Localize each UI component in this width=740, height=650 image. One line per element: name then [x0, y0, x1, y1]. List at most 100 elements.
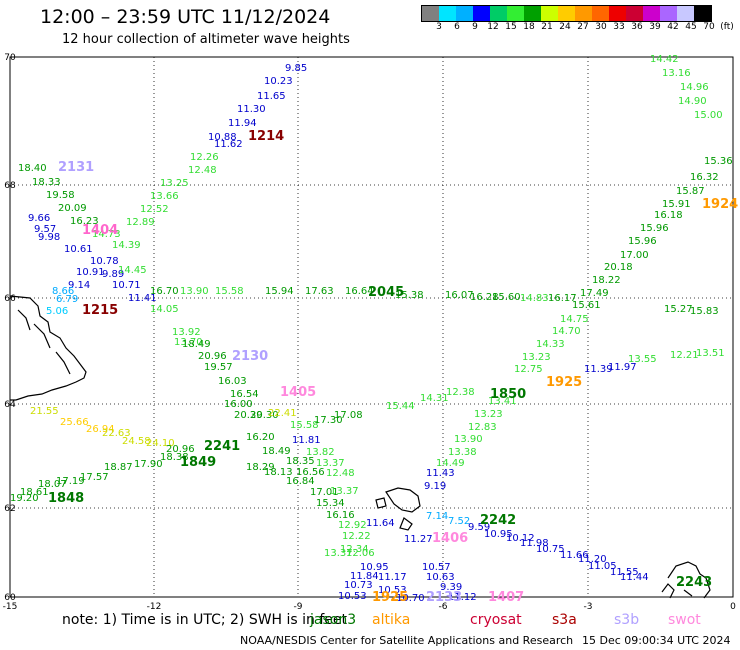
wave-height-label: 9.98	[38, 232, 60, 243]
wave-height-label: 15.34	[316, 498, 345, 509]
wave-height-label: 11.12	[448, 592, 477, 603]
wave-height-label: 11.62	[214, 139, 243, 150]
wave-height-label: 16.84	[286, 476, 315, 487]
legend-label: (ft)	[720, 22, 734, 32]
wave-height-label: 13.70	[174, 337, 203, 348]
legend-swatch	[694, 6, 711, 21]
mission-s3b: s3b	[614, 612, 640, 628]
pass-time-label: 2241	[204, 439, 240, 454]
wave-height-label: 17.57	[80, 472, 109, 483]
wave-height-label: 18.40	[18, 163, 47, 174]
pass-time-label: 2243	[676, 575, 712, 590]
wave-height-label: 13.82	[306, 447, 335, 458]
footer-note: note: 1) Time is in UTC; 2) SWH is in fe…	[62, 612, 348, 628]
wave-height-label: 11.94	[228, 118, 257, 129]
wave-height-label: 26.94	[86, 424, 115, 435]
wave-height-label: 13.23	[522, 352, 551, 363]
wave-height-label: 16.07	[445, 290, 474, 301]
wave-height-label: 16.32	[690, 172, 719, 183]
wave-height-label: 9.66	[28, 213, 50, 224]
wave-height-label: 13.23	[474, 409, 503, 420]
wave-height-label: 15.00	[694, 110, 723, 121]
wave-height-label: 17.63	[305, 286, 334, 297]
legend-label: 15	[505, 22, 517, 32]
pass-time-label: 2133	[426, 590, 462, 605]
wave-height-label: 13.90	[180, 286, 209, 297]
mission-altika: altika	[372, 612, 411, 628]
mission-cryosat: cryosat	[470, 612, 522, 628]
wave-height-label: 14.49	[436, 458, 465, 469]
wave-height-label: 14.39	[112, 240, 141, 251]
legend-swatch	[592, 6, 609, 21]
pass-time-label: 1850	[490, 387, 526, 402]
pass-time-label: 1924	[702, 197, 738, 212]
legend-label: 21	[541, 22, 553, 32]
wave-height-label: 11.27	[404, 534, 433, 545]
wave-height-label: 16.17	[548, 293, 577, 304]
legend-label: 70	[703, 22, 715, 32]
wave-height-label: 6.79	[56, 294, 78, 305]
legend-label: 36	[631, 22, 643, 32]
wave-height-label: 18.49	[262, 446, 291, 457]
wave-height-label: 10.57	[422, 562, 451, 573]
pass-time-label: 1404	[82, 223, 118, 238]
wave-height-label: 13.37	[330, 486, 359, 497]
legend-label: 39	[649, 22, 661, 32]
wave-height-label: 24.10	[146, 438, 175, 449]
wave-height-label: 9.14	[68, 280, 90, 291]
wave-height-label: 18.07	[38, 479, 67, 490]
wave-height-label: 13.51	[696, 348, 725, 359]
wave-height-label: 12.06	[346, 548, 375, 559]
wave-height-label: 10.63	[426, 572, 455, 583]
wave-height-label: 10.23	[264, 76, 293, 87]
wave-height-label: 14.75	[560, 314, 589, 325]
pass-time-label: 1214	[248, 129, 284, 144]
wave-height-label: 18.35	[286, 456, 315, 467]
map-gridlines	[10, 57, 733, 597]
wave-height-label: 15.38	[395, 290, 424, 301]
axis-ticks: -15 -12 -9 -6 -3 0 70 68 66 64 62 60	[3, 53, 736, 612]
wave-height-label: 15.83	[690, 306, 719, 317]
wave-height-label: 22.63	[102, 428, 131, 439]
wave-height-label: 14.42	[650, 54, 679, 65]
wave-height-label: 14.96	[680, 82, 709, 93]
wave-height-label: 17.49	[580, 288, 609, 299]
wave-height-label: 15.36	[704, 156, 733, 167]
wave-height-label: 9.57	[34, 224, 56, 235]
mission-swot: swot	[668, 612, 701, 628]
wave-height-label: 7.52	[448, 516, 470, 527]
wave-height-label: 15.60	[492, 292, 521, 303]
legend-label: 24	[559, 22, 571, 32]
wave-height-label: 11.20	[578, 554, 607, 565]
wave-height-label: 16.56	[296, 467, 325, 478]
wave-height-label: 17.19	[56, 476, 85, 487]
faroe-islands	[375, 487, 421, 531]
wave-height-label: 12.26	[190, 152, 219, 163]
wave-height-label: 10.70	[396, 593, 425, 604]
wave-height-label: 15.61	[572, 300, 601, 311]
legend-swatch	[609, 6, 626, 21]
wave-height-label: 19.20	[10, 493, 39, 504]
wave-height-label: 9.59	[468, 522, 490, 533]
wave-height-label: 16.18	[654, 210, 683, 221]
wave-height-label: 20.09	[58, 203, 87, 214]
wave-height-label: 10.53	[378, 585, 407, 596]
wave-height-label: 11.98	[520, 538, 549, 549]
legend-label: 6	[454, 22, 460, 32]
wave-height-label: 10.91	[76, 267, 105, 278]
wave-height-label: 11.65	[257, 91, 286, 102]
wave-height-label: 18.33	[32, 177, 61, 188]
wave-height-label: 9.85	[285, 63, 307, 74]
wave-height-label: 10.53	[338, 591, 367, 602]
wave-height-label: 16.54	[230, 389, 259, 400]
pass-time-label: 1848	[48, 491, 84, 506]
wave-height-label: 11.17	[378, 572, 407, 583]
wave-height-label: 15.58	[290, 420, 319, 431]
wave-height-label: 12.48	[326, 468, 355, 479]
wave-height-label: 13.25	[160, 178, 189, 189]
wave-height-label: 18.13	[264, 467, 293, 478]
legend-swatch	[439, 6, 456, 21]
wave-height-label: 20.18	[604, 262, 633, 273]
legend-swatch	[643, 6, 660, 21]
